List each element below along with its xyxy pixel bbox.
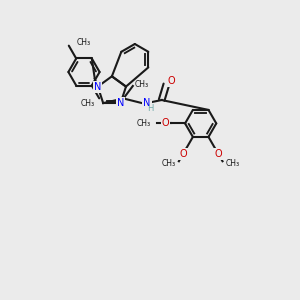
Text: N: N	[94, 82, 101, 92]
Text: CH₃: CH₃	[81, 99, 95, 108]
Text: N: N	[143, 98, 151, 108]
Text: CH₃: CH₃	[161, 159, 176, 168]
Text: CH₃: CH₃	[136, 119, 150, 128]
Text: CH₃: CH₃	[134, 80, 148, 89]
Text: N: N	[117, 98, 124, 108]
Text: H: H	[148, 104, 154, 113]
Text: CH₃: CH₃	[226, 159, 240, 168]
Text: O: O	[168, 76, 176, 86]
Text: CH₃: CH₃	[76, 38, 90, 47]
Text: N: N	[94, 82, 101, 92]
Text: O: O	[162, 118, 170, 128]
Text: O: O	[179, 149, 187, 159]
Text: O: O	[214, 149, 222, 159]
